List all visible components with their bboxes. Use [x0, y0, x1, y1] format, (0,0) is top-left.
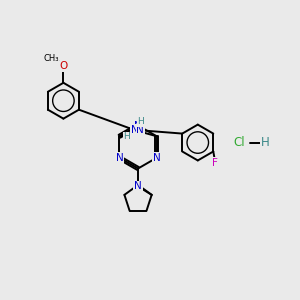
Text: N: N [134, 121, 142, 130]
Text: N: N [153, 153, 160, 163]
Text: F: F [212, 158, 218, 168]
Text: CH₃: CH₃ [43, 54, 58, 63]
Text: N: N [116, 153, 123, 163]
Text: H: H [138, 117, 144, 126]
Text: H: H [261, 136, 269, 149]
Text: Cl: Cl [234, 136, 245, 149]
Text: H: H [123, 132, 130, 141]
Text: O: O [59, 61, 68, 71]
Text: N: N [134, 182, 142, 191]
Text: N: N [131, 125, 139, 135]
Text: N: N [136, 125, 144, 135]
